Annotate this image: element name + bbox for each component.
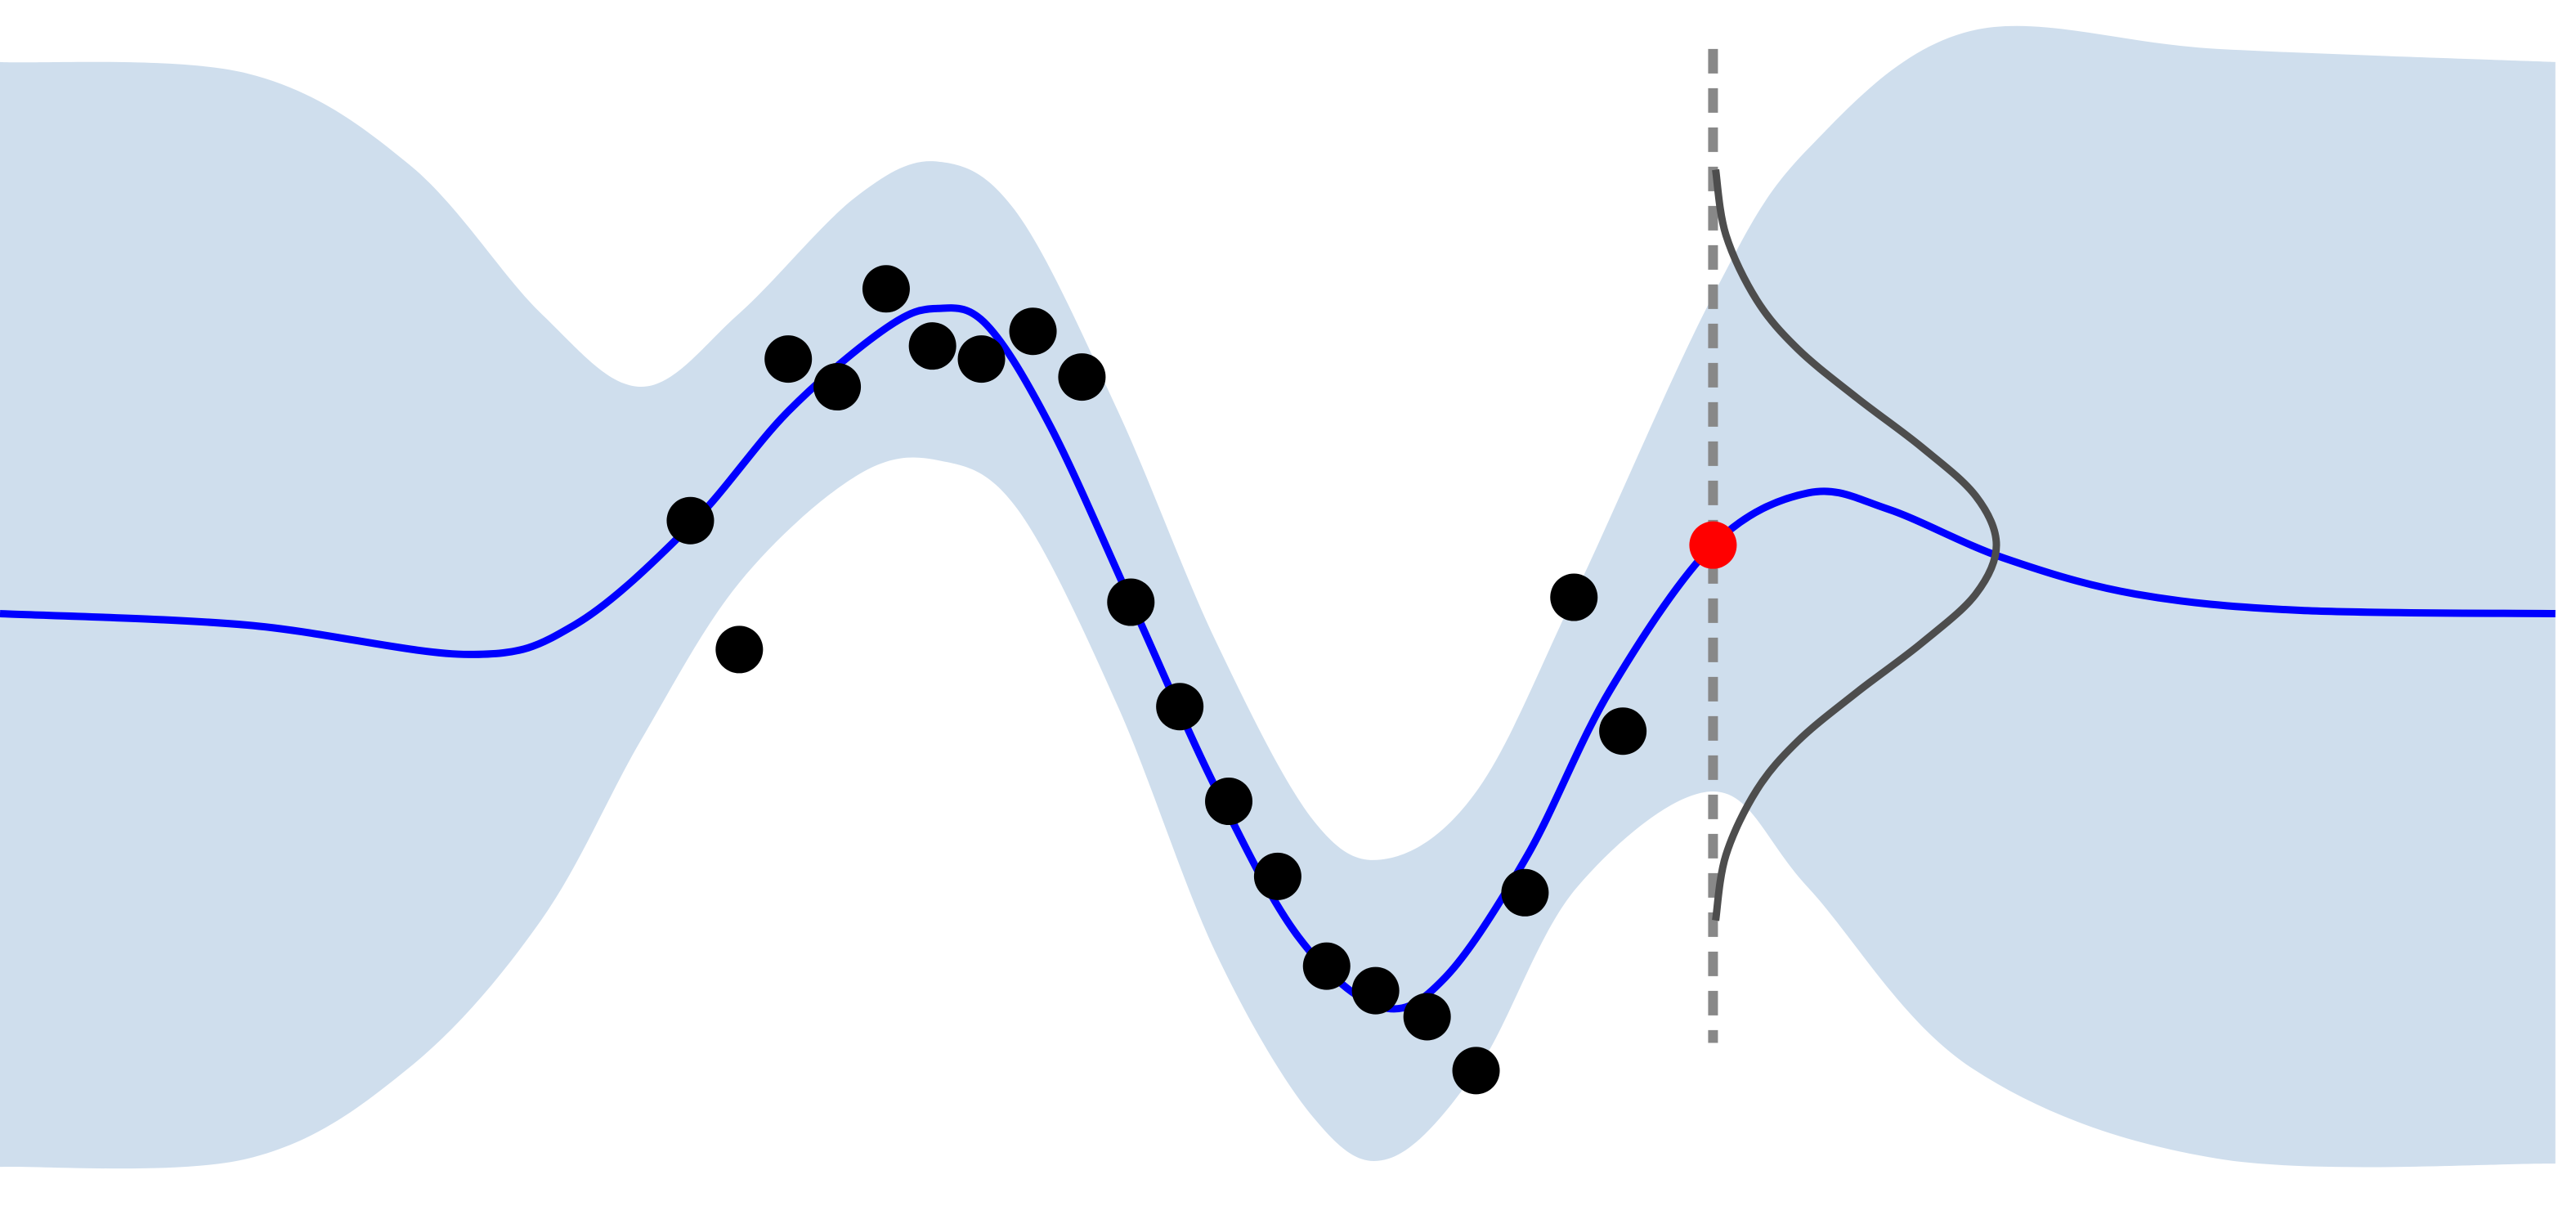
point (1058, 353, 1106, 401)
point (1599, 707, 1647, 755)
confidence-band (0, 25, 2556, 1169)
curve (0, 304, 2556, 1013)
point (1107, 578, 1155, 626)
point (1689, 521, 1737, 569)
point (1205, 778, 1253, 826)
point (1351, 966, 1400, 1015)
point (1302, 942, 1351, 990)
point (813, 363, 862, 411)
point (1550, 573, 1598, 621)
point (666, 496, 715, 545)
point (1253, 852, 1301, 900)
point (1009, 307, 1057, 356)
point (957, 335, 1006, 383)
curve (1712, 168, 2000, 921)
point (1452, 1047, 1500, 1095)
point (715, 625, 764, 674)
point (764, 335, 813, 383)
point (908, 322, 956, 370)
point (862, 265, 910, 313)
point (1501, 868, 1549, 917)
point (1156, 683, 1204, 731)
point (1403, 993, 1451, 1041)
